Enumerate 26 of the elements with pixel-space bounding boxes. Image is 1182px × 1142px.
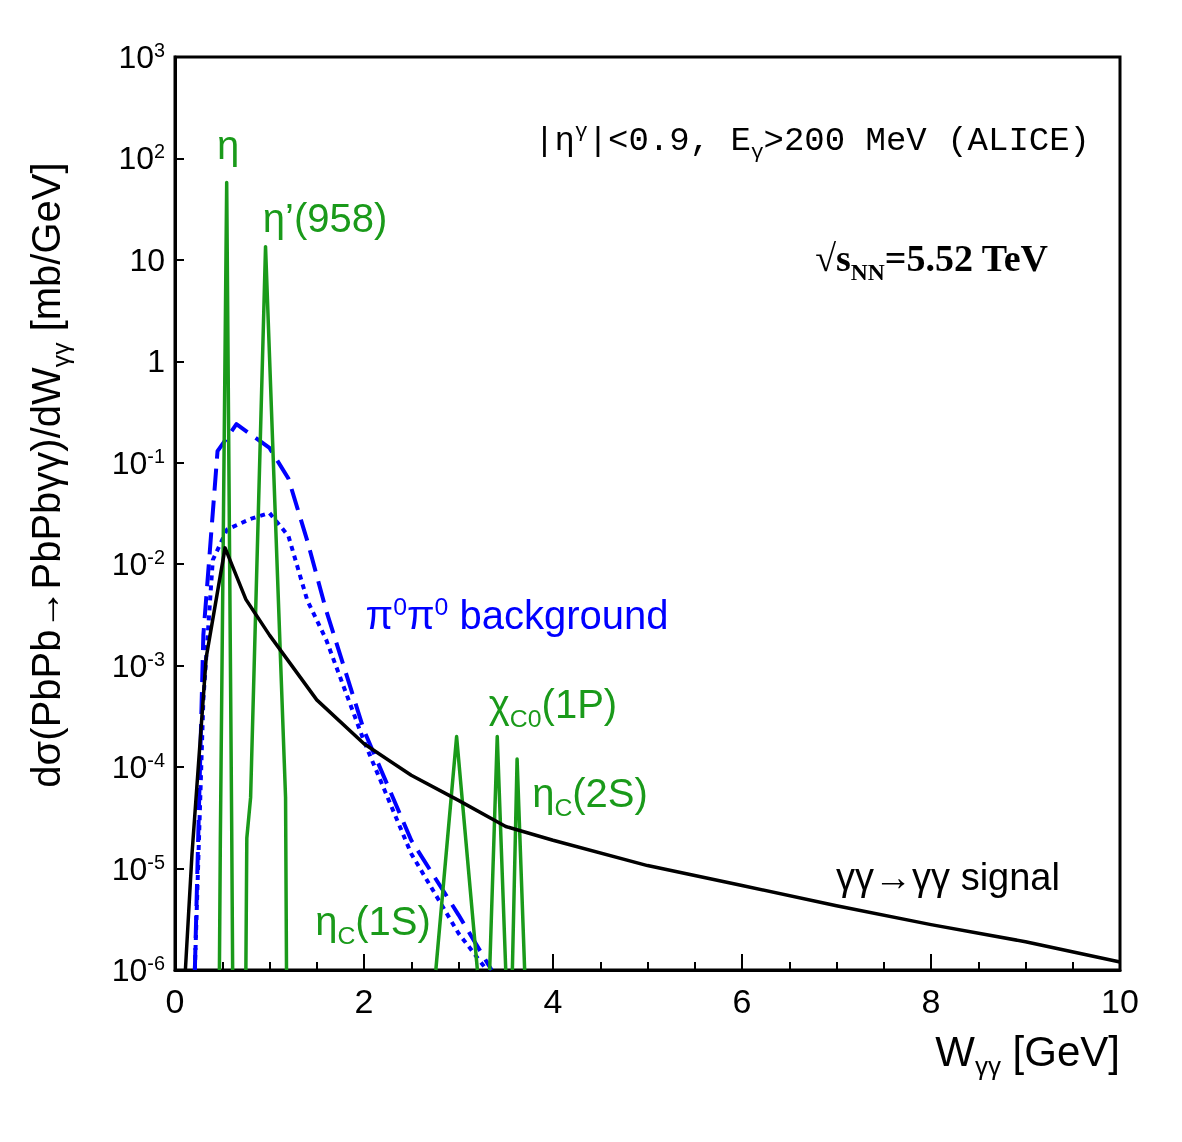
y-tick-label: 10$^{-4}$ — [111, 748, 165, 786]
y-tick-label: 10 — [129, 241, 165, 278]
annotation: χ$_{C0}$(1P) — [488, 682, 618, 733]
annotation: |η$^{γ}$|<0.9, E$_{γ}$>200 MeV (ALICE) — [534, 119, 1090, 164]
x-tick-label: 6 — [732, 982, 752, 1020]
y-tick-label: 10$^{-5}$ — [111, 850, 165, 887]
annotation: π$^{0}$π$^{0}$ background — [365, 592, 669, 638]
annotation: η’(958) — [262, 196, 388, 240]
y-tick-label: 10$^{2}$ — [118, 140, 165, 177]
x-tick-label: 0 — [165, 982, 185, 1020]
annotation: γγ→γγ signal — [836, 856, 1060, 898]
y-tick-label: 10$^{-1}$ — [111, 444, 165, 482]
y-tick-label: 10$^{-2}$ — [111, 545, 165, 583]
y-tick-label: 10$^{-3}$ — [111, 647, 165, 684]
y-tick-label: 10$^{3}$ — [118, 38, 165, 76]
x-tick-label: 10 — [1101, 982, 1139, 1020]
annotation: η$_{C}$(2S) — [532, 771, 648, 822]
x-tick-label: 4 — [543, 982, 563, 1020]
y-tick-label: 1 — [147, 343, 165, 380]
annotation: η — [216, 123, 240, 167]
x-tick-label: 2 — [354, 982, 374, 1020]
annotation: √s$_{NN}$=5.52 TeV — [815, 237, 1048, 286]
annotation: η$_{C}$(1S) — [315, 899, 431, 950]
x-axis-title: W$_{γγ}$ [GeV] — [935, 1027, 1120, 1082]
x-tick-label: 8 — [921, 982, 941, 1020]
y-tick-label: 10$^{-6}$ — [111, 951, 165, 989]
